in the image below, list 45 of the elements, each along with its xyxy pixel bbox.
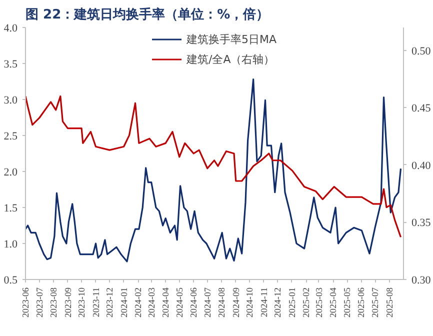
x-tick-label: 2024-02 bbox=[133, 287, 144, 318]
y-tick-label: 4.0 bbox=[4, 22, 18, 34]
legend-label: 建筑换手率5日MA bbox=[186, 32, 277, 46]
y2-tick-label: 0.30 bbox=[412, 274, 432, 286]
y-tick-label: 1.5 bbox=[4, 202, 18, 214]
x-tick-label: 2024-12 bbox=[272, 287, 283, 318]
x-tick-label: 2025-02 bbox=[301, 287, 312, 318]
x-tick-label: 2024-07 bbox=[202, 287, 212, 318]
x-tick-label: 2024-09 bbox=[230, 287, 241, 318]
x-tick-label: 2025-03 bbox=[314, 287, 324, 318]
x-tick-label: 2024-11 bbox=[258, 287, 269, 318]
x-tick-label: 2023-11 bbox=[90, 287, 101, 318]
x-tick-label: 2023-09 bbox=[62, 287, 73, 318]
x-tick-label: 2024-03 bbox=[146, 287, 156, 318]
x-tick-label: 2025-01 bbox=[286, 287, 297, 318]
y-tick-label: 2.5 bbox=[4, 130, 18, 142]
x-tick-label: 2024-10 bbox=[244, 287, 255, 318]
x-tick-label: 2025-07 bbox=[370, 287, 380, 318]
y-tick-label: 3.0 bbox=[4, 94, 18, 106]
y-tick-label: 0.5 bbox=[4, 274, 18, 286]
chart-title: 图 22：建筑日均换手率（单位：%，倍） bbox=[26, 6, 270, 22]
y2-tick-label: 0.35 bbox=[412, 217, 432, 230]
y-tick-label: 1.0 bbox=[4, 238, 18, 250]
x-tick-label: 2025-05 bbox=[342, 287, 352, 318]
x-tick-label: 2024-04 bbox=[160, 287, 171, 318]
x-tick-label: 2024-08 bbox=[216, 287, 227, 318]
x-tick-label: 2024-06 bbox=[188, 287, 199, 318]
x-tick-label: 2023-06 bbox=[20, 287, 30, 318]
legend-label: 建筑/全A（右轴） bbox=[186, 52, 275, 66]
x-tick-label: 2025-06 bbox=[356, 287, 366, 318]
x-tick-label: 2024-01 bbox=[118, 287, 129, 318]
line-series bbox=[26, 95, 402, 238]
x-tick-label: 2025-08 bbox=[384, 287, 394, 318]
y-tick-label: 3.5 bbox=[4, 58, 18, 70]
x-tick-label: 2023-10 bbox=[76, 287, 87, 318]
x-tick-label: 2025-04 bbox=[328, 287, 338, 318]
x-tick-label: 2023-07 bbox=[34, 287, 44, 318]
y-tick-label: 2.0 bbox=[4, 166, 18, 178]
x-tick-label: 2023-08 bbox=[48, 287, 59, 318]
y2-tick-label: 0.50 bbox=[412, 45, 432, 58]
line-series bbox=[26, 78, 402, 262]
x-tick-label: 2023-12 bbox=[104, 287, 115, 318]
x-tick-label: 2024-05 bbox=[174, 287, 184, 318]
y2-tick-label: 0.45 bbox=[412, 102, 432, 115]
y2-tick-label: 0.40 bbox=[412, 160, 432, 172]
